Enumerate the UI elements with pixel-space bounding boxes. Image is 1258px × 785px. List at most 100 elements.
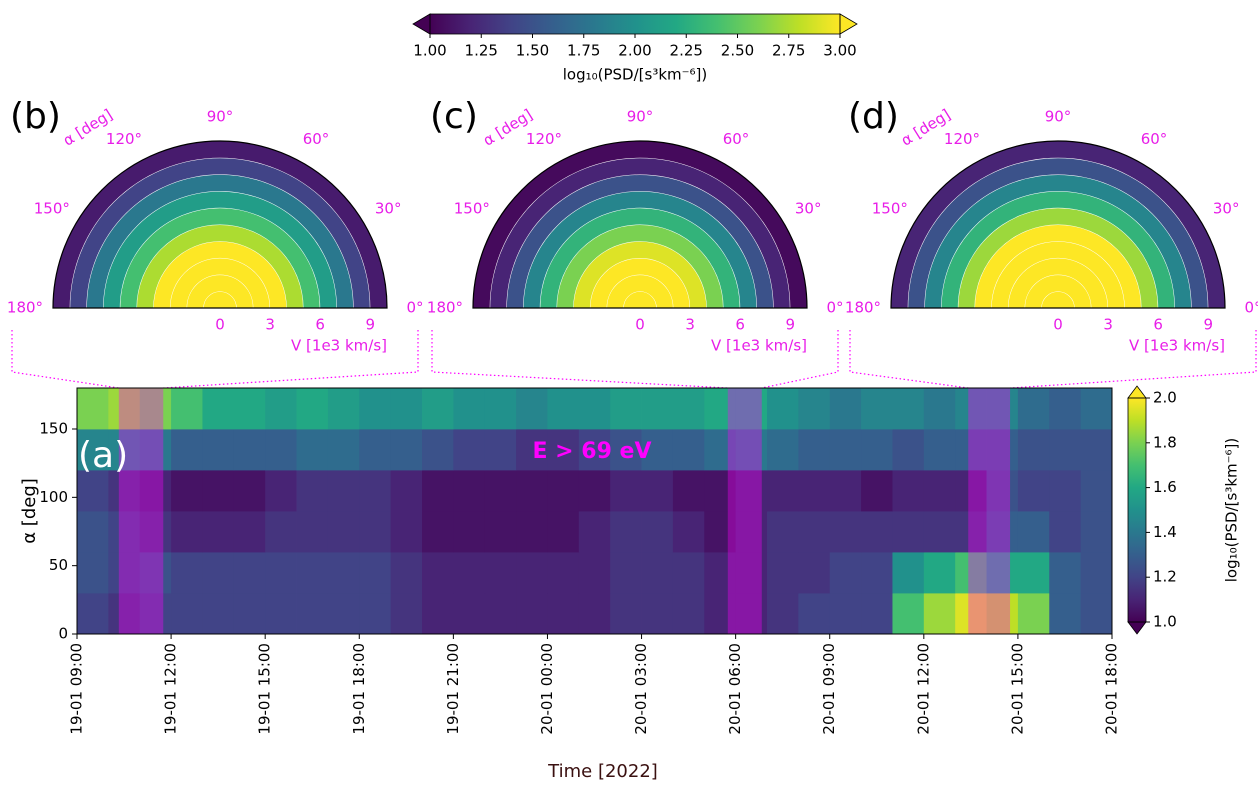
heatmap-cell — [233, 552, 266, 594]
polar-panel: 0°30°60°90°120°150°180°0 3 6 9V [1e3 km/s]α… — [845, 96, 1258, 355]
colorbar-extend-low — [1127, 621, 1147, 635]
theta-tick-label: 30° — [1213, 199, 1240, 217]
heatmap-cell — [453, 593, 486, 635]
heatmap-cell — [327, 429, 360, 471]
colorbar-extend-high — [839, 13, 858, 35]
heatmap-cell — [77, 593, 109, 635]
heatmap-cell — [578, 429, 611, 471]
theta-tick-label: 90° — [1045, 108, 1072, 126]
heatmap-cell — [202, 470, 235, 512]
heatmap-cell — [139, 429, 172, 471]
heatmap-cell — [453, 552, 486, 594]
heatmap-cell — [359, 470, 392, 512]
heatmap-cell — [1017, 470, 1050, 512]
heatmap-cell — [108, 552, 141, 594]
polar-frame — [472, 140, 808, 309]
r-axis-label: V [1e3 km/s] — [291, 337, 387, 355]
theta-tick-label: 180° — [427, 299, 463, 317]
heatmap-cell — [735, 593, 768, 635]
heatmap-cell — [578, 470, 611, 512]
heatmap-cell — [892, 552, 925, 594]
polar-cell — [103, 191, 337, 308]
r-tick-label: 3 — [265, 316, 275, 334]
heatmap-cell — [516, 552, 548, 594]
heatmap-cell — [139, 511, 172, 553]
heatmap-cell — [422, 593, 454, 635]
theta-tick-label: 180° — [7, 299, 43, 317]
r-tick-label: 9 — [1204, 316, 1214, 334]
colorbar-tick-label: 3.00 — [823, 42, 856, 60]
polar-cell — [991, 241, 1125, 308]
heatmap-cell — [453, 511, 486, 553]
heatmap-cell — [955, 511, 987, 553]
colorbar-tick-label: 2.0 — [1153, 389, 1177, 407]
contour — [69, 157, 371, 309]
polar-cell — [53, 141, 387, 308]
heatmap-cell — [892, 388, 925, 430]
heatmap-cell — [735, 470, 768, 512]
heatmap-cell — [892, 470, 925, 512]
contour — [974, 224, 1142, 309]
heatmap-cell — [672, 552, 705, 594]
heatmap-cell — [798, 552, 831, 594]
polar-cell — [136, 224, 304, 308]
heatmap-cell — [610, 470, 642, 512]
heatmap-cell — [108, 593, 141, 635]
heatmap-cell — [672, 388, 705, 430]
heatmap-cell — [1017, 511, 1050, 553]
contour — [522, 190, 758, 309]
theta-tick-label: 30° — [795, 199, 822, 217]
heatmap-cell — [233, 470, 266, 512]
heatmap-cell — [829, 470, 862, 512]
heatmap-cell — [672, 511, 705, 553]
heatmap-cell — [171, 552, 203, 594]
heatmap-cell — [767, 388, 799, 430]
heatmap-cell — [77, 429, 109, 471]
polar-panel: 0°30°60°90°120°150°180°0 3 6 9V [1e3 km/s]α… — [7, 96, 424, 355]
heatmap-cell — [986, 470, 1019, 512]
heatmap-cell — [233, 388, 266, 430]
heatmap-cell — [923, 593, 956, 635]
heatmap-cell — [327, 593, 360, 635]
heatmap-cell — [767, 552, 799, 594]
heatmap-cell — [265, 429, 297, 471]
heatmap-cell — [390, 593, 423, 635]
heatmap-cell — [1049, 593, 1082, 635]
heatmap-cell — [516, 388, 548, 430]
theta-tick-label: 150° — [872, 199, 908, 217]
heatmap-cell — [578, 388, 611, 430]
x-axis-label: Time [2022] — [547, 761, 658, 782]
colorbar-tick-label: 2.25 — [670, 42, 703, 60]
polar-cell — [623, 291, 657, 308]
heatmap-cell — [735, 552, 768, 594]
heatmap-cell — [327, 552, 360, 594]
r-tick-label: 6 — [1153, 316, 1163, 334]
heatmap-cell — [233, 511, 266, 553]
colorbar-frame — [1127, 397, 1147, 623]
heatmap-cell — [578, 511, 611, 553]
colorbar-tick-label: 1.4 — [1153, 523, 1177, 541]
heatmap-cell — [327, 470, 360, 512]
heatmap-cell — [296, 470, 329, 512]
polar-cell — [489, 157, 791, 308]
polar-cell — [589, 257, 691, 308]
connector — [11, 330, 119, 389]
heatmap-cell — [704, 552, 737, 594]
heatmap-cell — [171, 511, 203, 553]
heatmap-cell — [861, 552, 893, 594]
heatmap-cell — [453, 470, 486, 512]
theta-tick-label: 0° — [826, 299, 843, 317]
heatmap-cell — [1049, 388, 1082, 430]
x-tick-label: 20-01 03:00 — [632, 643, 650, 735]
heatmap-cell — [547, 511, 580, 553]
polar-cell — [974, 224, 1142, 308]
heatmap-cell — [829, 552, 862, 594]
colorbar-tick-label: 2.00 — [618, 42, 651, 60]
contour — [907, 157, 1209, 309]
heatmap-cell — [139, 552, 172, 594]
r-tick-label: 0 — [1053, 316, 1063, 334]
annotation: E > 69 eV — [532, 439, 651, 464]
contour — [152, 240, 288, 309]
heatmap-cell — [641, 470, 674, 512]
